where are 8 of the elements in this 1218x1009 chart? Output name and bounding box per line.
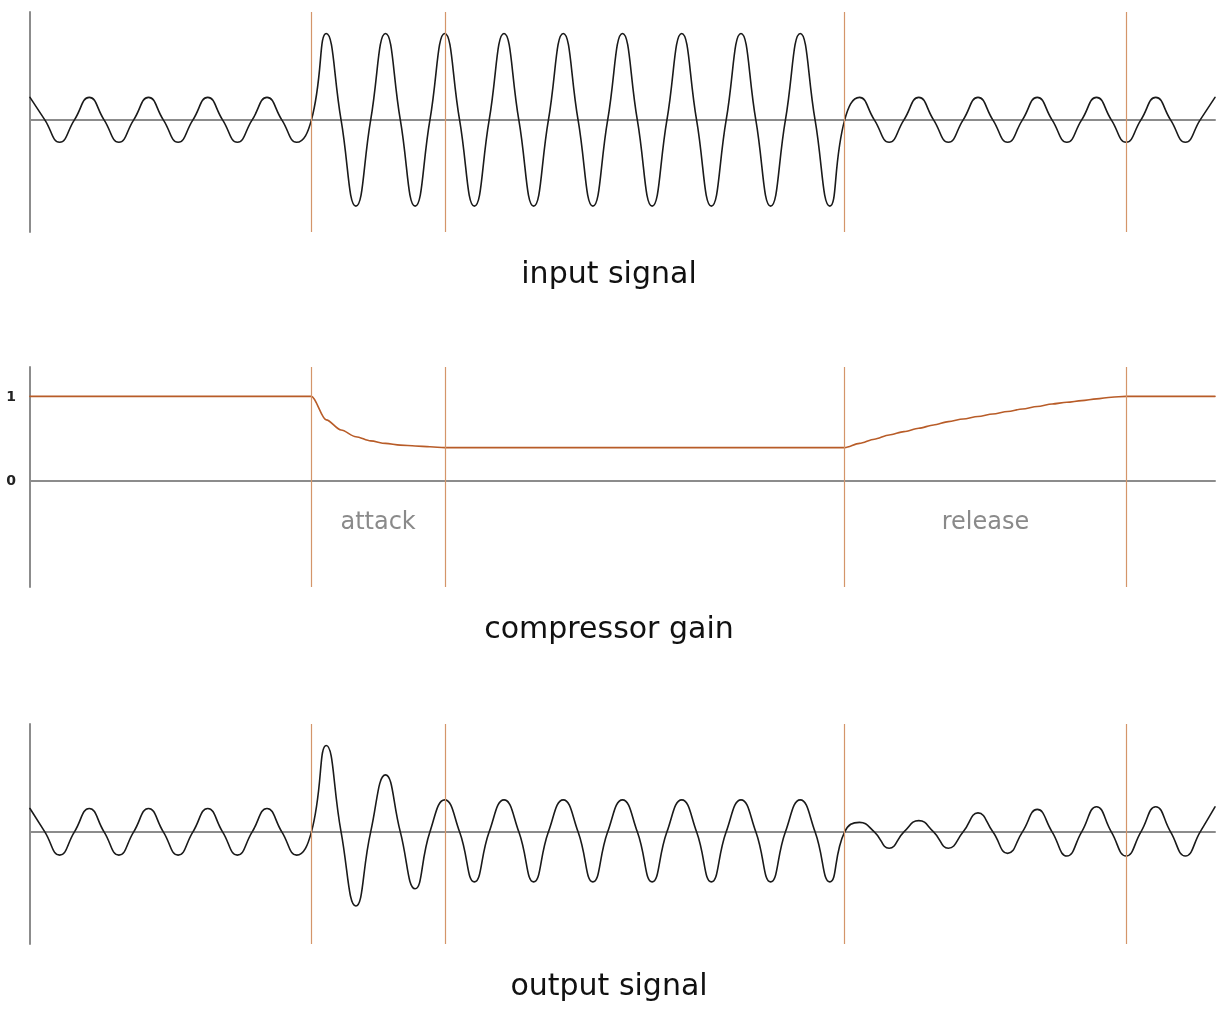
text: output signal xyxy=(510,966,708,1002)
line-series xyxy=(29,395,1216,449)
text: input signal xyxy=(521,254,697,290)
y-tick-label: 0 xyxy=(6,472,17,489)
annotation: release xyxy=(941,507,1030,535)
text: compressor gain xyxy=(484,609,734,645)
annotation: attack xyxy=(340,507,416,535)
y-tick-label: 1 xyxy=(6,388,16,405)
